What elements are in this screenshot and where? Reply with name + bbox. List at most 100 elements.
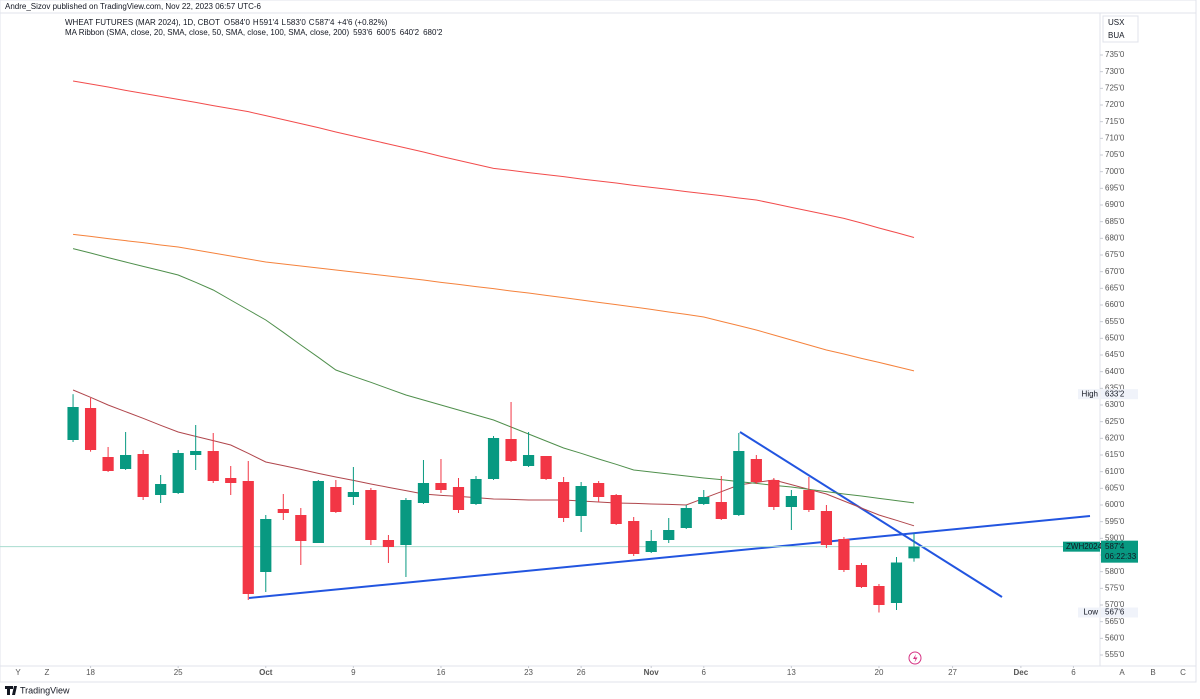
candle-body (312, 481, 324, 543)
candle-body (873, 586, 885, 605)
ma-line (72, 80, 915, 238)
y-tick-label: 670'0 (1105, 267, 1125, 276)
y-tick-label: 705'0 (1105, 150, 1125, 159)
candle-body (190, 451, 202, 455)
candle-body (680, 508, 692, 528)
logo-icon (5, 686, 17, 695)
y-tick-label: 655'0 (1105, 317, 1125, 326)
candle-body (698, 497, 710, 504)
candle-body (908, 546, 920, 559)
y-tick-label: 680'0 (1105, 233, 1125, 242)
y-tick-label: 660'0 (1105, 300, 1125, 309)
scale-button[interactable]: C (1180, 668, 1186, 677)
candle-body (750, 459, 762, 482)
y-tick-label: 635'0 (1105, 383, 1125, 392)
drawing (248, 431, 1091, 599)
marker-title: Low (1083, 608, 1098, 617)
scale-button[interactable]: A (1119, 668, 1125, 677)
x-tick-label: 27 (948, 668, 957, 677)
candle-body (330, 487, 342, 512)
candle-body (242, 481, 254, 594)
y-tick-label: 650'0 (1105, 333, 1125, 342)
candle-body (295, 515, 307, 541)
currency: USX (1108, 18, 1125, 27)
candle-body (452, 487, 465, 510)
candle-body (172, 453, 184, 493)
ohlc-key: O (224, 18, 230, 27)
marker-value-box (1101, 389, 1138, 400)
alert-ring (908, 651, 922, 665)
indicator-legend: MA Ribbon (SMA, close, 20, SMA, close, 5… (65, 28, 349, 37)
y-tick-label: 575'0 (1105, 583, 1125, 592)
y-tick-label: 715'0 (1105, 117, 1125, 126)
ohlc-key: H (253, 18, 259, 27)
candle-body (400, 500, 412, 545)
x-tick-label: 6 (702, 668, 707, 677)
marker-value: 633'2 (1105, 389, 1125, 398)
y-tick-label: 610'0 (1105, 467, 1125, 476)
marker-title-box (1078, 389, 1100, 400)
x-tick-label: 16 (437, 668, 446, 677)
candle-body (768, 480, 780, 507)
symbol-label: ZWH2024 (1066, 542, 1103, 551)
ohlc-value: 583'0 (286, 18, 306, 27)
logo: TradingView (5, 685, 70, 695)
toolbar-button[interactable]: Z (45, 668, 50, 677)
y-tick-label: 700'0 (1105, 167, 1125, 176)
ohlc-value: 587'4 (315, 18, 335, 27)
candle-body (137, 454, 149, 497)
frame (0, 0, 1197, 683)
toolbar-button[interactable]: Y (15, 668, 21, 677)
y-tick-label: 580'0 (1105, 567, 1125, 576)
symbol-box (1063, 541, 1100, 552)
x-tick-label: Dec (1014, 668, 1029, 677)
scale-button[interactable]: B (1150, 668, 1155, 677)
y-tick-label: 600'0 (1105, 500, 1125, 509)
candle-body (522, 455, 535, 466)
candle-body (260, 519, 272, 572)
x-tick-label: 6 (1071, 668, 1076, 677)
candle-body (505, 439, 517, 461)
candle-body (838, 539, 850, 570)
candle-body (155, 484, 167, 495)
candle-body (347, 492, 359, 497)
ohlc-key: L (282, 18, 287, 27)
candle-body (803, 490, 815, 510)
candle-body (628, 521, 640, 554)
y-tick-label: 720'0 (1105, 100, 1125, 109)
candle-body (785, 496, 797, 507)
x-tick-label: Oct (259, 668, 273, 677)
x-tick-label: 25 (174, 668, 183, 677)
y-tick-label: 590'0 (1105, 533, 1125, 542)
candle-body (855, 565, 868, 587)
change-value: +4'6 (+0.82%) (337, 18, 387, 27)
y-tick-label: 615'0 (1105, 450, 1125, 459)
unit-box (1102, 15, 1139, 43)
y-tick-label: 685'0 (1105, 217, 1125, 226)
trend-line[interactable] (248, 515, 1091, 599)
x-tick-label: 26 (577, 668, 586, 677)
x-tick-label: Nov (644, 668, 660, 677)
candle-body (277, 509, 289, 513)
alert-icon[interactable] (908, 651, 922, 665)
y-tick-label: 695'0 (1105, 183, 1125, 192)
y-tick-label: 725'0 (1105, 83, 1125, 92)
candle-body (820, 511, 833, 545)
y-tick-label: 620'0 (1105, 433, 1125, 442)
published-note: Andre_Sizov published on TradingView.com… (5, 2, 262, 11)
y-tick-label: 710'0 (1105, 133, 1125, 142)
candle-body (225, 478, 237, 483)
ma-last-value: 680'2 (423, 28, 443, 37)
trend-line[interactable] (739, 431, 1003, 598)
candle-body (470, 479, 482, 504)
y-tick-label: 735'0 (1105, 50, 1125, 59)
candle-body (382, 540, 395, 547)
candle-body (487, 438, 500, 479)
x-tick-label: 9 (351, 668, 356, 677)
y-tick-label: 555'0 (1105, 650, 1125, 659)
candle-body (435, 483, 447, 490)
candle-body (610, 495, 622, 524)
y-tick-label: 625'0 (1105, 417, 1125, 426)
candle-body (207, 451, 219, 481)
